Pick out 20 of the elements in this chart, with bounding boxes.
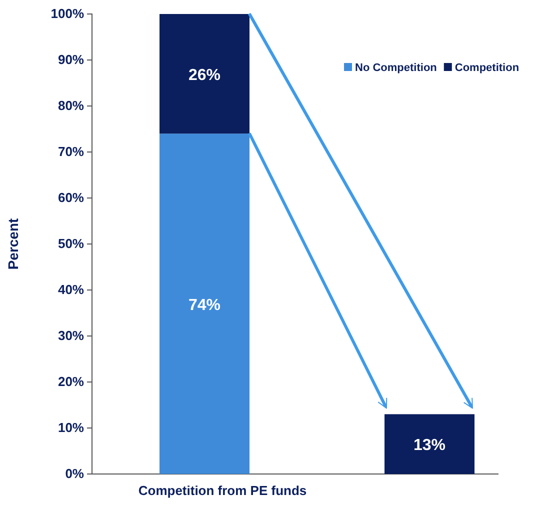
x-tick-label: Competition from PE funds	[138, 483, 307, 498]
data-label: 13%	[413, 437, 446, 454]
y-tick-label: 40%	[58, 282, 84, 298]
y-tick-label: 50%	[58, 236, 84, 252]
y-tick-label: 60%	[58, 190, 84, 206]
legend-label: Competition	[454, 62, 520, 74]
y-tick-label: 0%	[65, 466, 84, 482]
y-tick-label: 80%	[58, 98, 84, 114]
y-axis-title: Percent	[5, 218, 21, 270]
y-tick-label: 10%	[58, 420, 84, 436]
bar	[384, 414, 474, 474]
legend-label: No Competition	[355, 62, 438, 74]
y-tick-label: 90%	[58, 52, 84, 68]
data-label: 74%	[188, 296, 221, 314]
y-tick-label: 20%	[58, 374, 84, 390]
y-tick-label: 30%	[58, 328, 84, 344]
data-label: 26%	[188, 66, 221, 84]
y-tick-label: 100%	[50, 6, 84, 22]
y-tick-label: 70%	[58, 144, 84, 160]
bar	[160, 14, 250, 134]
